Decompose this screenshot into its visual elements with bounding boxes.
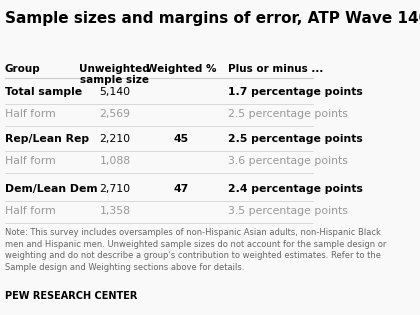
Text: Weighted %: Weighted % — [146, 64, 216, 74]
Text: 3.5 percentage points: 3.5 percentage points — [228, 206, 348, 216]
Text: Sample sizes and margins of error, ATP Wave 140: Sample sizes and margins of error, ATP W… — [5, 11, 420, 26]
Text: PEW RESEARCH CENTER: PEW RESEARCH CENTER — [5, 291, 137, 301]
Text: 2,710: 2,710 — [99, 184, 131, 194]
Text: 45: 45 — [173, 134, 189, 144]
Text: Unweighted
sample size: Unweighted sample size — [79, 64, 150, 85]
Text: 5,140: 5,140 — [99, 87, 131, 97]
Text: Rep/Lean Rep: Rep/Lean Rep — [5, 134, 89, 144]
Text: 2.4 percentage points: 2.4 percentage points — [228, 184, 363, 194]
Text: 1,088: 1,088 — [99, 156, 131, 166]
Text: Dem/Lean Dem: Dem/Lean Dem — [5, 184, 97, 194]
Text: Half form: Half form — [5, 109, 55, 119]
Text: Plus or minus ...: Plus or minus ... — [228, 64, 324, 74]
Text: Half form: Half form — [5, 156, 55, 166]
Text: 1,358: 1,358 — [100, 206, 130, 216]
Text: 2,210: 2,210 — [99, 134, 131, 144]
Text: Total sample: Total sample — [5, 87, 81, 97]
Text: 2.5 percentage points: 2.5 percentage points — [228, 134, 363, 144]
Text: 1.7 percentage points: 1.7 percentage points — [228, 87, 363, 97]
Text: 2.5 percentage points: 2.5 percentage points — [228, 109, 348, 119]
Text: Half form: Half form — [5, 206, 55, 216]
Text: Note: This survey includes oversamples of non-Hispanic Asian adults, non-Hispani: Note: This survey includes oversamples o… — [5, 228, 386, 272]
Text: 3.6 percentage points: 3.6 percentage points — [228, 156, 348, 166]
Text: Group: Group — [5, 64, 40, 74]
Text: 47: 47 — [173, 184, 189, 194]
Text: 2,569: 2,569 — [100, 109, 130, 119]
